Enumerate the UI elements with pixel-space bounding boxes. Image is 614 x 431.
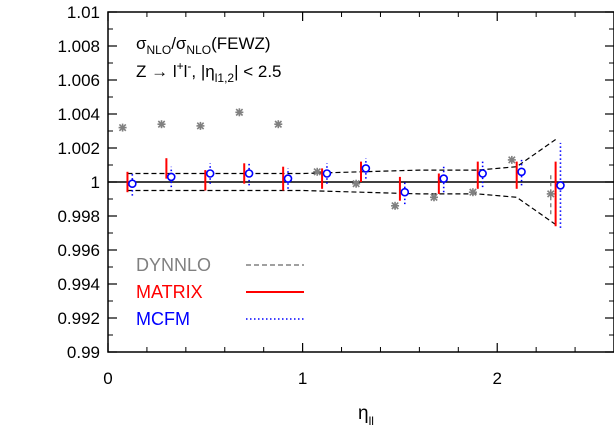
annotation-ratio-sub-1: NLO (147, 43, 172, 57)
annotation-ratio-sub-2: NLO (186, 43, 211, 57)
y-tick-label: 0.994 (57, 275, 100, 294)
dynnlo-series (118, 108, 555, 215)
y-tick-label: 0.992 (57, 309, 100, 328)
annotation-ratio-tail: (FEWZ) (211, 34, 270, 53)
data-series (118, 108, 565, 228)
annotation-process-sup-2: - (187, 59, 191, 73)
mcfm-point (439, 174, 449, 183)
annotation-ratio-sep: /σ (171, 34, 187, 53)
annotation-process-sup-1: + (177, 59, 184, 73)
legend: DYNNLO MATRIX MCFM (136, 255, 304, 329)
dynnlo-point-stroke (430, 193, 438, 202)
x-tick-label: 1 (298, 369, 307, 388)
mcfm-point (517, 167, 526, 177)
annotation-process-sub: l1,2 (215, 71, 235, 85)
annotation-process-mid: l (184, 62, 188, 81)
dynnlo-point-stroke (157, 120, 166, 128)
mcfm-point (361, 164, 371, 173)
y-tick-label: 0.99 (67, 343, 100, 362)
y-tick-label: 1.008 (57, 37, 100, 56)
dynnlo-point (313, 167, 322, 176)
mcfm-point (478, 169, 487, 178)
y-tick-label: 1 (91, 173, 100, 192)
dynnlo-point (157, 120, 166, 129)
y-tick-label: 0.998 (57, 207, 100, 226)
dynnlo-point (235, 108, 244, 117)
dynnlo-point (274, 120, 283, 129)
mcfm-point (128, 179, 137, 188)
dynnlo-point (196, 121, 205, 130)
dynnlo-point-stroke (313, 168, 321, 176)
mcfm-series (128, 142, 565, 228)
x-tick-label: 2 (492, 369, 501, 388)
dynnlo-point-stroke (196, 122, 205, 130)
annotation-process-end: | < 2.5 (234, 62, 281, 81)
annotation-process-post: , |η (191, 62, 214, 81)
legend-label-dynnlo: DYNNLO (136, 255, 211, 275)
x-tick-label: 0 (103, 369, 112, 388)
dynnlo-point (507, 155, 516, 164)
y-tick-label: 0.996 (57, 241, 100, 260)
legend-label-mcfm: MCFM (136, 309, 190, 329)
dynnlo-point (391, 201, 400, 210)
mcfm-point (244, 169, 254, 178)
dynnlo-point-stroke (235, 108, 244, 117)
mcfm-point (556, 181, 565, 190)
y-tick-label: 1.006 (57, 71, 100, 90)
x-axis-label-main: η (358, 403, 369, 424)
axis-ticks: 0.99 0.992 0.994 0.996 0.998 1 1.002 1.004 1.006… (57, 3, 614, 388)
annotation-ratio-sigma-1: σ (136, 34, 147, 53)
mcfm-point (400, 187, 410, 197)
dynnlo-point-stroke (508, 156, 516, 164)
matrix-series (126, 158, 557, 227)
dynnlo-point-stroke (391, 202, 399, 210)
y-tick-label: 1.002 (57, 139, 100, 158)
dynnlo-point (468, 188, 477, 197)
legend-label-matrix: MATRIX (136, 282, 203, 302)
y-tick-label: 1.004 (57, 105, 100, 124)
annotation-ratio: σNLO/σNLO(FEWZ) (136, 34, 271, 57)
dynnlo-point (118, 123, 127, 132)
y-tick-label: 1.01 (67, 3, 100, 22)
mcfm-point (205, 169, 215, 178)
dynnlo-point-stroke (274, 120, 283, 128)
dynnlo-point-stroke (469, 188, 477, 196)
mcfm-point (322, 169, 332, 178)
x-axis-label-sub: ll (369, 414, 374, 428)
annotation-process-pre: Z → l (136, 62, 177, 81)
dynnlo-point-stroke (118, 123, 127, 132)
dynnlo-point-stroke (352, 179, 360, 188)
mcfm-point (166, 172, 176, 182)
annotation-process: Z → l+l-, |ηl1,2| < 2.5 (136, 59, 282, 85)
x-axis-label: ηll (358, 403, 374, 428)
mcfm-point (283, 174, 293, 183)
dynnlo-point (429, 193, 438, 202)
dynnlo-point (546, 189, 555, 198)
dynnlo-point (352, 179, 361, 188)
dynnlo-point-stroke (546, 190, 555, 198)
